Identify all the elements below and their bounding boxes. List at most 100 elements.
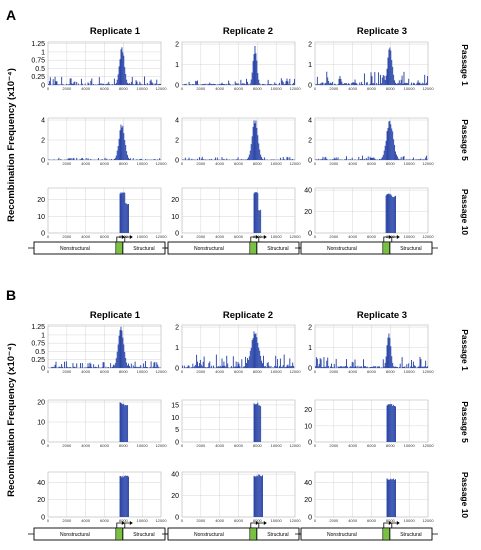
data-bar <box>417 366 419 368</box>
data-bar <box>248 154 250 160</box>
data-bar <box>365 158 367 160</box>
arrowhead-icon <box>255 521 259 525</box>
data-bar <box>232 84 234 85</box>
data-bar <box>121 403 123 442</box>
x-tick-label: 4000 <box>81 518 91 523</box>
data-bar <box>251 340 253 368</box>
data-bar <box>73 82 75 85</box>
data-bar <box>390 346 392 368</box>
data-bar <box>202 159 204 160</box>
data-bar <box>260 475 262 517</box>
data-bar <box>339 366 341 368</box>
data-bar <box>127 204 129 233</box>
data-bar <box>84 83 86 85</box>
data-bar <box>418 366 420 368</box>
data-bar <box>270 366 272 368</box>
passage-label-b10: Passage 10 <box>460 472 470 519</box>
data-bar <box>182 365 183 368</box>
data-bar <box>316 76 318 85</box>
data-bar <box>230 367 231 368</box>
data-bar <box>324 83 326 85</box>
data-bar <box>62 366 64 368</box>
data-bar <box>315 366 316 368</box>
data-bar <box>67 84 69 85</box>
data-bar <box>226 355 228 368</box>
data-bar <box>426 155 428 160</box>
data-bar <box>361 159 363 160</box>
data-bar <box>394 80 396 85</box>
data-bar <box>372 367 374 368</box>
data-bar <box>115 82 117 85</box>
data-bar <box>242 83 244 85</box>
data-bar <box>422 82 424 85</box>
x-tick-label: 4000 <box>348 369 358 374</box>
data-bar <box>234 366 236 368</box>
x-tick-label: 4000 <box>215 161 225 166</box>
x-tick-label: 0 <box>181 86 184 91</box>
data-bar <box>216 366 218 368</box>
data-bar <box>118 66 120 85</box>
x-tick-label: 8000 <box>253 86 263 91</box>
data-bar <box>379 74 381 85</box>
data-bar <box>257 135 259 160</box>
data-bar <box>54 364 56 368</box>
data-bar <box>379 366 380 368</box>
data-bar <box>411 366 413 368</box>
data-bar <box>254 45 256 85</box>
structural-label: Structural <box>133 246 154 252</box>
data-bar <box>119 130 121 160</box>
data-bar <box>234 81 236 85</box>
data-bar <box>225 366 227 368</box>
data-bar <box>331 159 333 160</box>
data-bar <box>345 83 347 85</box>
data-bar <box>144 76 145 85</box>
data-bar <box>415 159 417 160</box>
data-bar <box>390 194 392 233</box>
data-bar <box>387 193 389 233</box>
data-bar <box>243 83 245 85</box>
data-bar <box>423 366 425 368</box>
data-bar <box>85 158 87 160</box>
data-bar <box>136 81 138 85</box>
data-bar <box>146 367 148 368</box>
x-tick-label: 2000 <box>329 86 339 91</box>
data-bar <box>326 158 328 160</box>
x-tick-label: 4000 <box>81 161 91 166</box>
x-tick-label: 2000 <box>62 443 72 448</box>
data-bar <box>106 158 108 160</box>
x-tick-label: 2000 <box>329 518 339 523</box>
data-bar <box>80 363 81 368</box>
data-bar <box>244 83 246 85</box>
data-bar <box>395 83 397 85</box>
data-bar <box>76 363 78 368</box>
data-bar <box>424 74 426 85</box>
data-bar <box>321 82 323 85</box>
data-bar <box>256 127 258 160</box>
data-bar <box>127 154 129 160</box>
data-bar <box>325 156 327 160</box>
passage-label-b5: Passage 5 <box>460 401 470 443</box>
data-bar <box>385 195 387 233</box>
data-bar <box>396 366 398 368</box>
data-bar <box>393 404 395 442</box>
data-bar <box>67 158 69 160</box>
data-bar <box>68 367 70 368</box>
x-tick-label: 10000 <box>271 86 283 91</box>
data-bar <box>404 366 406 368</box>
data-bar <box>354 159 356 160</box>
data-bar <box>252 338 254 368</box>
chart-b-p1-r2: 0 2000 4000 6000 8000 10000 12000 0 5 10 15 <box>171 399 301 448</box>
data-bar <box>120 476 122 517</box>
data-bar <box>320 359 322 368</box>
x-tick-label: 8000 <box>119 518 129 523</box>
y-tick-label: 2 <box>175 325 179 332</box>
data-bar <box>371 157 373 160</box>
data-bar <box>209 82 211 85</box>
data-bar <box>363 73 365 85</box>
x-tick-label: 4000 <box>348 86 358 91</box>
y-tick-label: 0.25 <box>31 74 45 81</box>
y-tick-label: 2 <box>308 138 312 145</box>
data-bar <box>87 158 89 160</box>
data-bar <box>356 83 358 85</box>
data-bar <box>262 83 264 85</box>
